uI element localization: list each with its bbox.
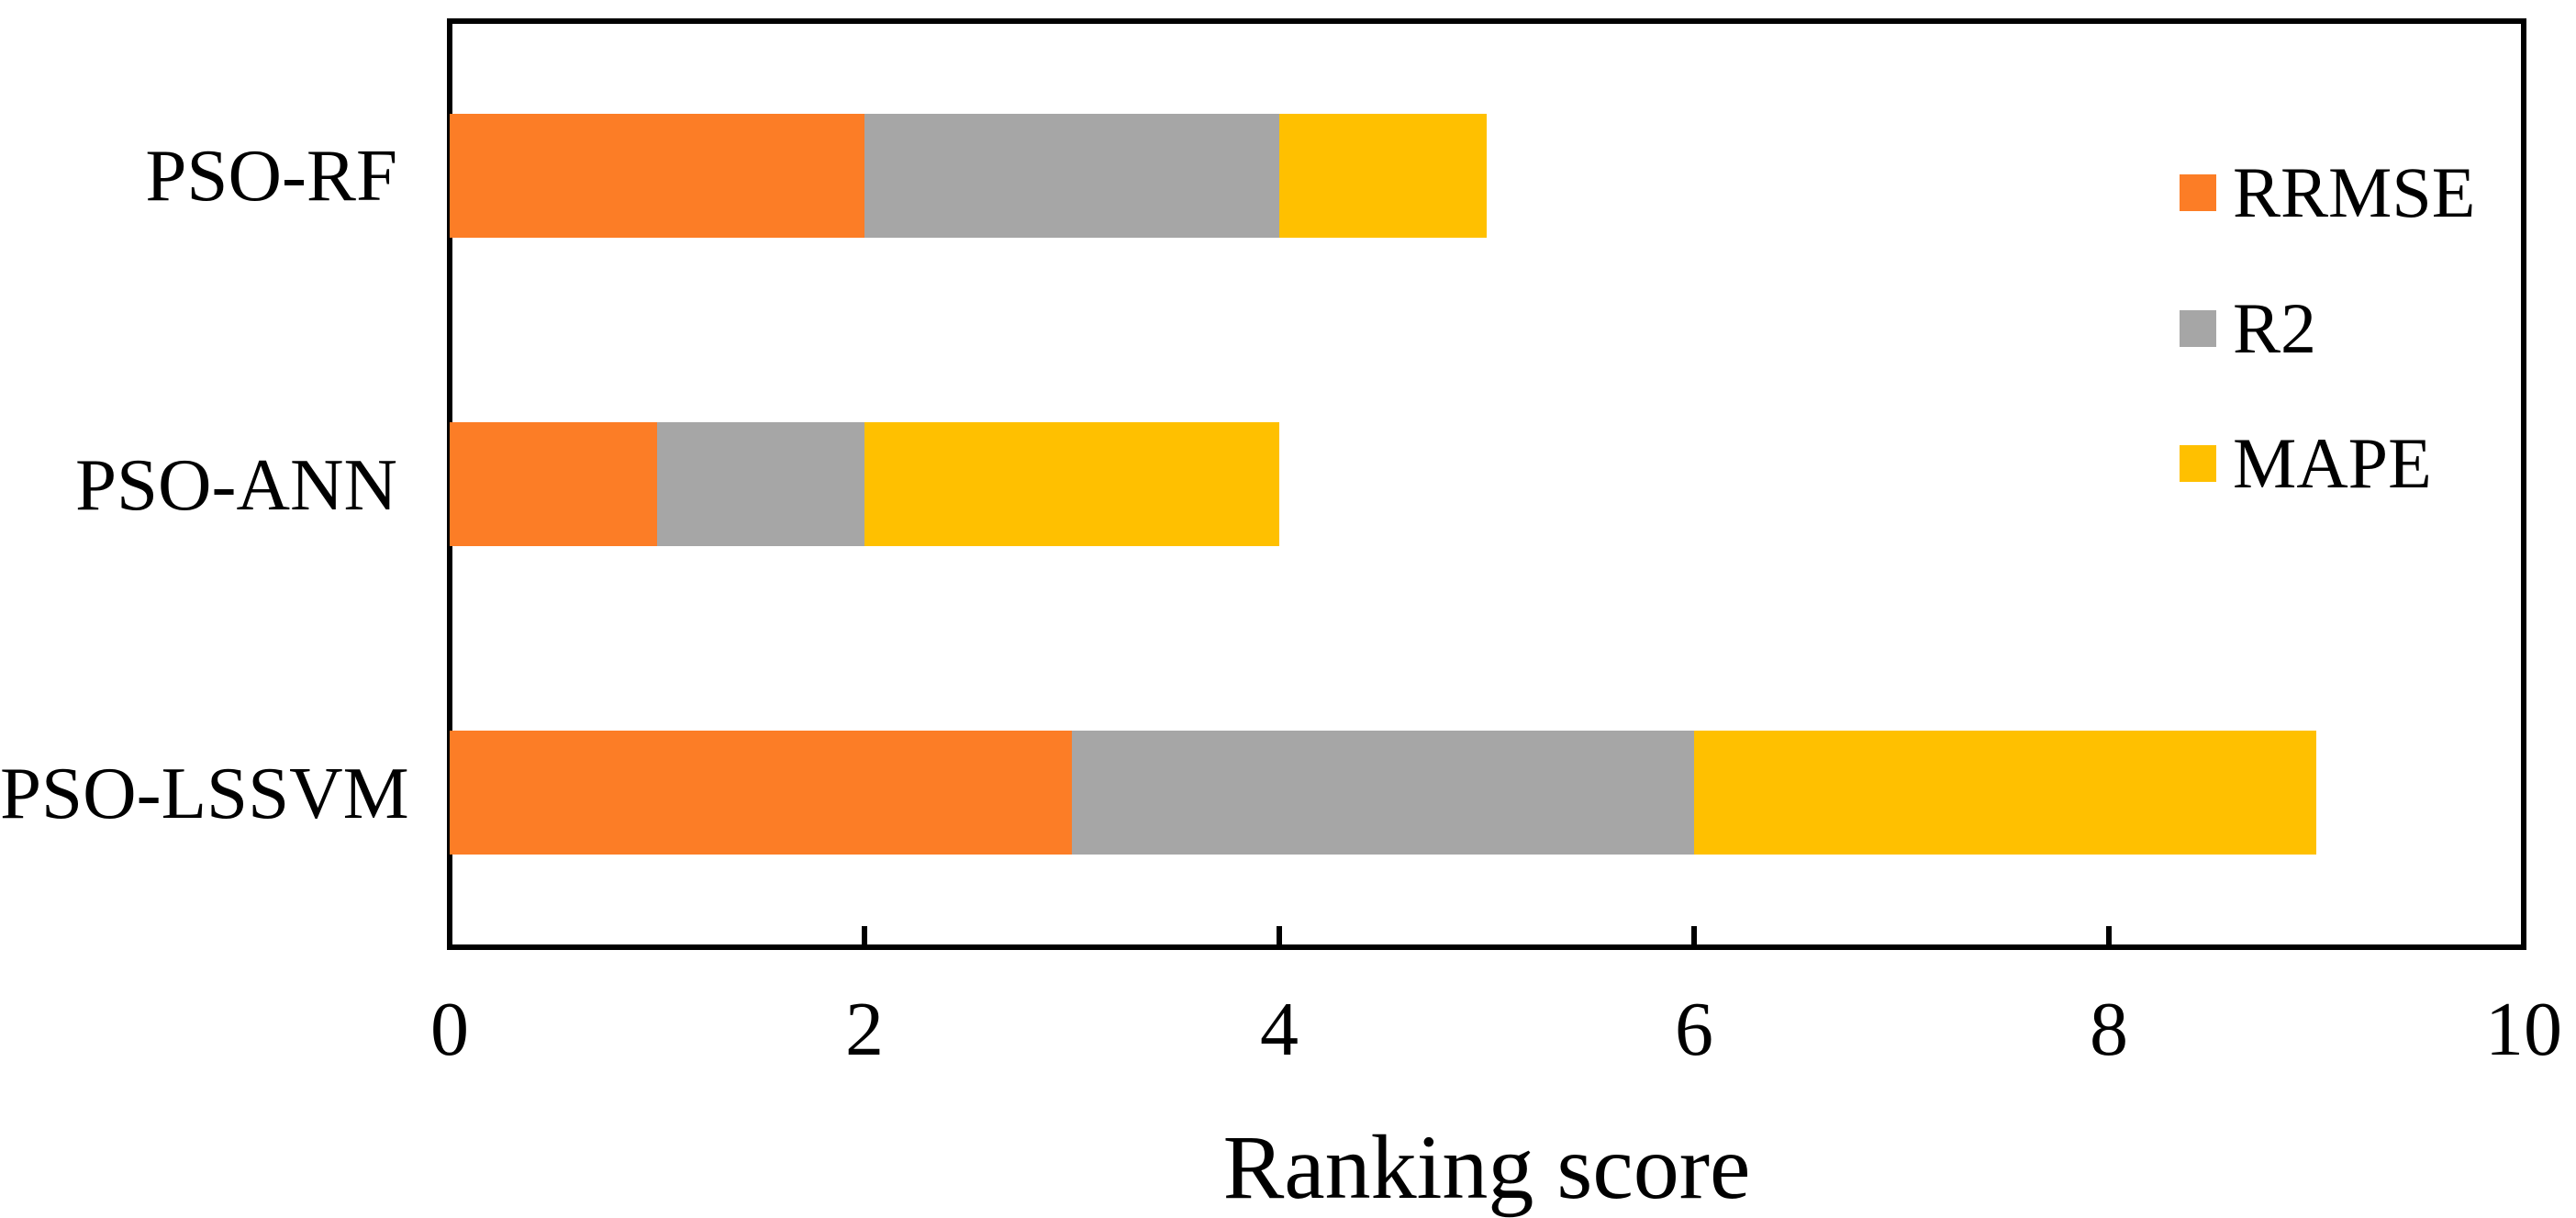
bar-segment-pso-lssvm-rrmse bbox=[450, 731, 1072, 855]
bar-segment-pso-rf-rrmse bbox=[450, 113, 864, 238]
bar-segment-pso-lssvm-r2 bbox=[1072, 731, 1694, 855]
x-axis-title: Ranking score bbox=[1222, 1116, 1751, 1218]
category-label-pso-rf: PSO-RF bbox=[145, 134, 397, 218]
bar-segment-pso-rf-mape bbox=[1279, 113, 1487, 238]
bar-segment-pso-rf-r2 bbox=[864, 113, 1279, 238]
bar-segment-pso-ann-rrmse bbox=[450, 422, 657, 546]
x-axis-tick bbox=[1277, 926, 1282, 944]
x-axis-tick bbox=[862, 926, 867, 944]
x-tick-label: 6 bbox=[1675, 987, 1713, 1072]
x-axis-tick bbox=[2521, 926, 2526, 944]
legend-label-r2: R2 bbox=[2233, 287, 2317, 368]
x-axis-tick bbox=[1691, 926, 1697, 944]
x-axis-tick bbox=[2106, 926, 2112, 944]
legend-swatch-rrmse bbox=[2180, 174, 2216, 211]
x-tick-label: 2 bbox=[845, 987, 884, 1072]
x-axis-tick bbox=[447, 926, 452, 944]
bar-segment-pso-ann-mape bbox=[864, 422, 1279, 546]
x-tick-label: 8 bbox=[2090, 987, 2128, 1072]
legend-swatch-mape bbox=[2180, 445, 2216, 482]
legend-label-rrmse: RRMSE bbox=[2233, 152, 2476, 232]
x-tick-label: 10 bbox=[2485, 987, 2562, 1072]
category-label-pso-lssvm: PSO-LSSVM bbox=[0, 751, 409, 834]
x-tick-label: 0 bbox=[430, 987, 469, 1072]
legend-swatch-r2 bbox=[2180, 309, 2216, 347]
bar-segment-pso-ann-r2 bbox=[657, 422, 864, 546]
x-tick-label: 4 bbox=[1260, 987, 1299, 1072]
category-label-pso-ann: PSO-ANN bbox=[74, 442, 397, 526]
legend-label-mape: MAPE bbox=[2233, 423, 2432, 503]
bar-segment-pso-lssvm-mape bbox=[1694, 731, 2316, 855]
